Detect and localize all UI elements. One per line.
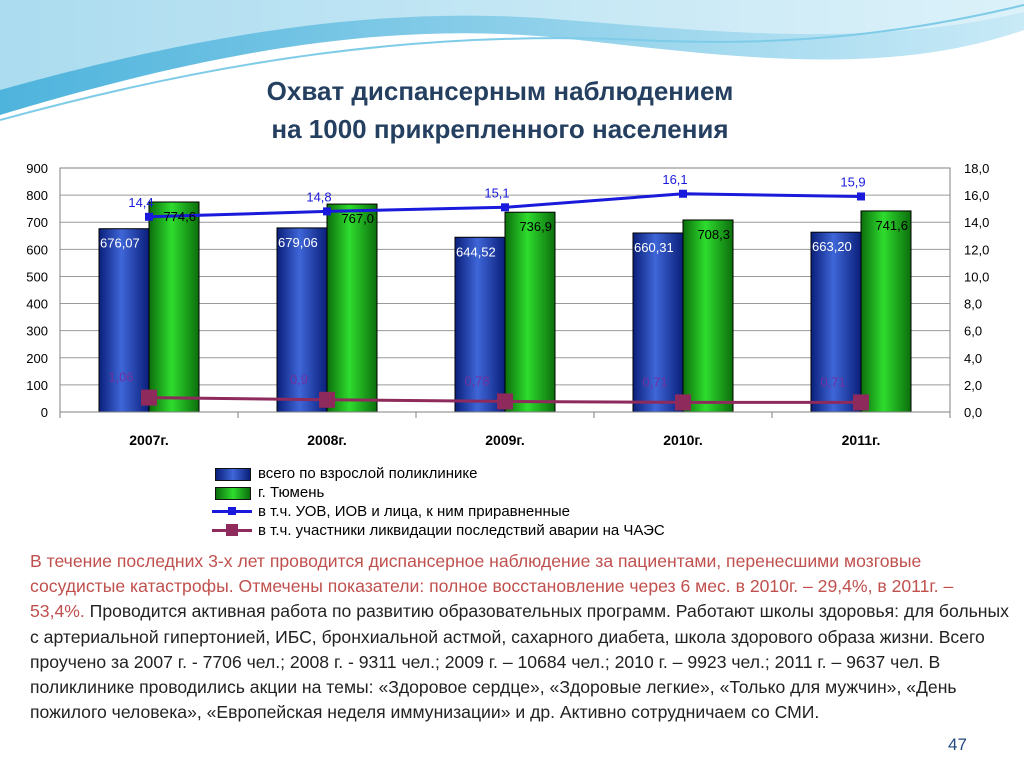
- point-chaes: [319, 391, 335, 408]
- point-label: 1,06: [108, 370, 133, 385]
- page-number: 47: [948, 735, 967, 754]
- y-tick-right: 8,0: [964, 297, 982, 312]
- plot-area-frame: [59, 167, 951, 413]
- bar-data-label: 679,06: [278, 235, 318, 250]
- y-tick-right: 2,0: [964, 378, 982, 393]
- y-tick-right: 6,0: [964, 324, 982, 339]
- bar-data-label: 644,52: [456, 244, 496, 259]
- y-tick-left: 300: [26, 324, 48, 339]
- point-chaes: [141, 389, 157, 406]
- point-label: 15,1: [484, 185, 509, 200]
- bar-data-label: 676,07: [100, 236, 140, 251]
- bar-data-label: 767,0: [341, 211, 374, 226]
- legend-label: всего по взрослой поликлинике: [258, 465, 478, 482]
- legend-item-veterans: в т.ч. УОВ, ИОВ и лица, к ним приравненн…: [212, 502, 772, 521]
- bar-data-label: 736,9: [519, 219, 552, 234]
- y-tick-right: 4,0: [964, 351, 982, 366]
- point-veterans: [679, 189, 687, 198]
- y-tick-left: 800: [26, 188, 48, 203]
- title-line-2: на 1000 прикрепленного населения: [271, 114, 729, 144]
- y-tick-right: 14,0: [964, 215, 989, 230]
- bar-tyumen: [860, 210, 912, 413]
- slide-body-text: В течение последних 3-х лет проводится д…: [30, 549, 1010, 725]
- y-tick-left: 400: [26, 297, 48, 312]
- point-veterans: [857, 192, 865, 201]
- bar-data-label: 660,31: [634, 240, 674, 255]
- chart-bars: [98, 201, 912, 413]
- x-tick-label: 2010г.: [663, 432, 702, 448]
- chart-axes: 0 0,0 100 2,0 200 4,0 300 6,0 400 8,0 500 10,0 600 12…: [26, 161, 989, 448]
- y-tick-right: 16,0: [964, 188, 989, 203]
- y-tick-left: 0: [41, 405, 48, 420]
- point-label: 0,78: [464, 373, 489, 388]
- legend-swatch-maroon-line: [212, 521, 252, 540]
- x-tick-label: 2007г.: [129, 432, 168, 448]
- y-tick-right: 12,0: [964, 242, 989, 257]
- point-label: 0,71: [820, 374, 845, 389]
- bar-data-label: 741,6: [875, 218, 908, 233]
- legend-item-clinic: всего по взрослой поликлинике: [212, 464, 772, 483]
- legend-label: в т.ч. участники ликвидации последствий …: [258, 522, 665, 539]
- point-label: 15,9: [840, 174, 865, 189]
- point-label: 14,8: [306, 189, 331, 204]
- point-label: 0,9: [290, 372, 308, 387]
- legend-label: в т.ч. УОВ, ИОВ и лица, к ним приравненн…: [258, 503, 570, 520]
- bar-clinic: [98, 228, 150, 413]
- y-tick-left: 700: [26, 215, 48, 230]
- x-tick-label: 2011г.: [842, 432, 881, 448]
- point-chaes: [675, 394, 691, 411]
- legend-swatch-blue-bar: [212, 464, 252, 483]
- point-chaes: [853, 394, 869, 411]
- bar-data-label: 708,3: [697, 227, 730, 242]
- point-label: 16,1: [662, 172, 687, 187]
- y-tick-right: 0,0: [964, 405, 982, 420]
- y-tick-left: 900: [26, 161, 48, 176]
- point-veterans: [501, 203, 509, 212]
- legend-swatch-blue-line: [212, 502, 252, 521]
- title-line-1: Охват диспансерным наблюдением: [266, 76, 734, 106]
- body-text-normal: Проводится активная работа по развитию о…: [30, 601, 1009, 723]
- legend-item-chaes: в т.ч. участники ликвидации последствий …: [212, 521, 772, 540]
- legend-swatch-green-bar: [212, 483, 252, 502]
- chart-lines: [141, 189, 869, 411]
- chart-legend: всего по взрослой поликлинике г. Тюмень …: [212, 464, 772, 540]
- slide-title: Охват диспансерным наблюдением на 1000 п…: [150, 72, 850, 148]
- y-tick-left: 600: [26, 242, 48, 257]
- bar-tyumen: [504, 211, 556, 413]
- y-tick-left: 100: [26, 378, 48, 393]
- y-tick-right: 18,0: [964, 161, 989, 176]
- point-label: 0,71: [642, 374, 667, 389]
- combo-chart: 676,07 774,6 679,06 767,0 644,52 736,9 660,31 7…: [26, 161, 989, 448]
- chart-labels: 676,07 774,6 679,06 767,0 644,52 736,9 660,31 7…: [100, 172, 908, 390]
- x-tick-label: 2008г.: [307, 432, 346, 448]
- legend-item-tyumen: г. Тюмень: [212, 483, 772, 502]
- bar-tyumen: [326, 203, 378, 413]
- point-veterans: [323, 207, 331, 216]
- legend-label: г. Тюмень: [258, 484, 325, 501]
- y-tick-left: 500: [26, 269, 48, 284]
- bar-tyumen: [148, 201, 200, 413]
- x-tick-label: 2009г.: [485, 432, 524, 448]
- bar-data-label: 663,20: [812, 239, 852, 254]
- bar-clinic: [810, 231, 862, 413]
- bar-data-label: 774,6: [163, 209, 196, 224]
- point-veterans: [145, 212, 153, 221]
- y-tick-right: 10,0: [964, 269, 989, 284]
- point-chaes: [497, 393, 513, 410]
- point-label: 14,4: [128, 195, 153, 210]
- y-tick-left: 200: [26, 351, 48, 366]
- bar-tyumen: [682, 219, 734, 413]
- body-text-highlight: В течение последних 3-х лет проводится д…: [30, 551, 954, 622]
